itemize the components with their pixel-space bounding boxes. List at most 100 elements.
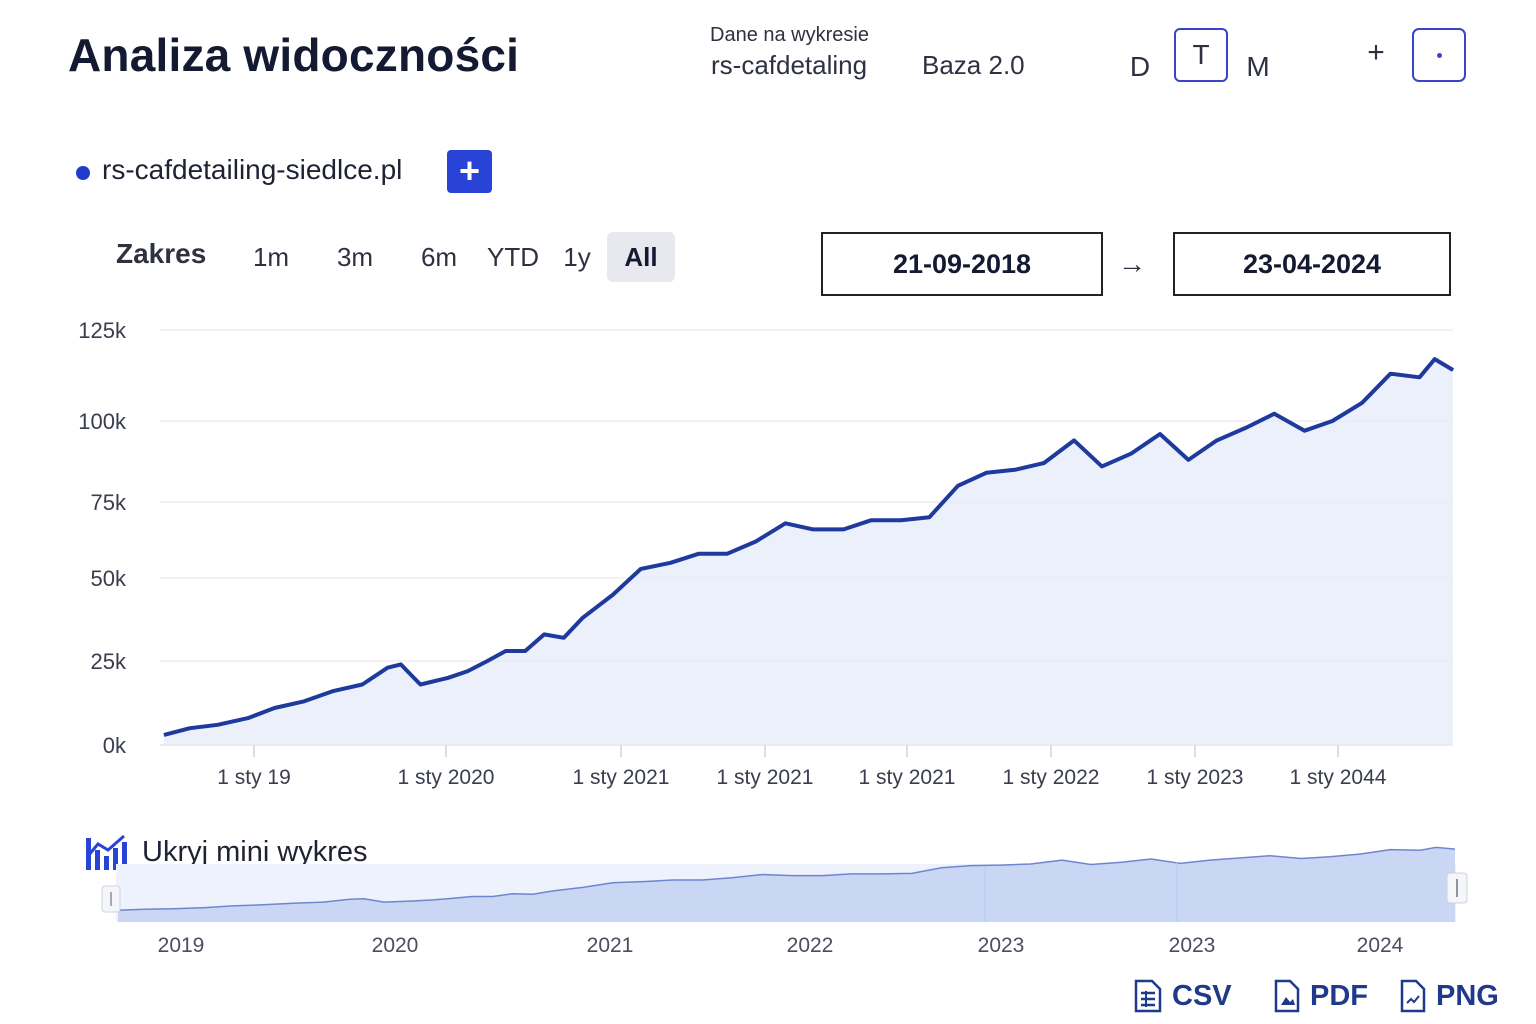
- date-range-arrow: →: [1118, 248, 1146, 279]
- data-point: [563, 637, 565, 639]
- export-png-label: PNG: [1436, 979, 1499, 1012]
- data-point: [1304, 430, 1306, 432]
- options-button[interactable]: [1412, 28, 1466, 82]
- period-week-button[interactable]: T: [1174, 28, 1228, 82]
- data-point: [726, 553, 728, 555]
- range-1m-button[interactable]: 1m: [252, 241, 290, 272]
- data-point: [1434, 358, 1436, 360]
- data-point: [812, 528, 814, 530]
- x-tick-label: 1 sty 2020: [398, 766, 495, 789]
- mini-year-label: 2020: [372, 934, 419, 957]
- data-point: [361, 684, 363, 685]
- mini-year-label: 2022: [787, 934, 834, 957]
- data-point: [1101, 465, 1103, 467]
- x-tick-label: 1 sty 2022: [1003, 766, 1100, 789]
- period-day-button[interactable]: D: [1129, 51, 1151, 82]
- data-point: [217, 724, 219, 726]
- data-point: [985, 472, 987, 474]
- series-points: [163, 358, 1454, 736]
- y-tick-label: 100k: [78, 409, 127, 434]
- mini-year-label: 2021: [587, 934, 634, 957]
- data-point: [1131, 452, 1132, 454]
- data-point: [1331, 420, 1333, 422]
- data-point: [400, 663, 402, 665]
- add-domain-button[interactable]: +: [447, 150, 492, 193]
- mini-year-label: 2019: [158, 934, 205, 957]
- data-point: [1361, 402, 1363, 404]
- data-point: [505, 650, 507, 652]
- x-tick-label: 1 sty 19: [217, 766, 291, 789]
- mini-chart-background: [116, 864, 1456, 922]
- x-tick-label: 1 sty 2021: [859, 766, 956, 789]
- data-point: [1073, 439, 1075, 441]
- range-all-button[interactable]: All: [607, 232, 675, 282]
- data-point: [957, 485, 959, 487]
- data-point: [784, 522, 786, 524]
- png-file-icon: [1400, 979, 1426, 1013]
- data-point: [247, 717, 249, 719]
- y-tick-label: 0k: [103, 733, 127, 758]
- range-6m-button[interactable]: 6m: [420, 241, 458, 272]
- data-point: [1452, 369, 1454, 371]
- y-axis: 0k 25k 50k 75k 100k 125k: [78, 318, 127, 758]
- range-ytd-button[interactable]: YTD: [487, 241, 539, 272]
- hide-mini-chart-button[interactable]: Ukryj mini wykres: [142, 836, 368, 868]
- page-title: Analiza widoczności: [68, 29, 520, 81]
- data-point: [1187, 459, 1189, 461]
- data-point: [447, 677, 449, 679]
- data-point: [1216, 439, 1218, 441]
- dataset-caption: Dane na wykresie: [710, 24, 869, 46]
- data-point: [1015, 469, 1017, 471]
- series-legend-label: rs-cafdetailing-siedlce.pl: [102, 154, 403, 185]
- mini-handle-left[interactable]: [101, 885, 121, 913]
- series-line: [163, 357, 1455, 737]
- data-point: [1419, 376, 1420, 378]
- data-point: [900, 519, 902, 521]
- export-pdf-button[interactable]: PDF: [1272, 976, 1368, 1016]
- range-label: Zakres: [116, 238, 207, 269]
- data-point: [640, 568, 642, 570]
- data-point: [1043, 462, 1045, 464]
- csv-file-icon: [1134, 979, 1162, 1013]
- export-png-button[interactable]: PNG: [1398, 976, 1499, 1016]
- data-point: [870, 519, 872, 521]
- x-tick-label: 1 sty 2021: [573, 766, 670, 789]
- export-csv-button[interactable]: CSV: [1130, 976, 1232, 1016]
- bar-chart-icon[interactable]: [84, 832, 128, 872]
- series-color-dot: [76, 166, 90, 180]
- export-pdf-label: PDF: [1310, 979, 1368, 1012]
- data-point: [543, 633, 545, 635]
- data-point: [1246, 427, 1247, 428]
- add-comparison-button[interactable]: +: [1367, 36, 1385, 69]
- data-point: [612, 594, 614, 596]
- data-point: [189, 727, 191, 729]
- period-month-button[interactable]: M: [1246, 51, 1270, 82]
- x-tick-label: 1 sty 2023: [1147, 766, 1244, 789]
- y-tick-label: 125k: [78, 318, 127, 343]
- export-csv-label: CSV: [1172, 979, 1232, 1012]
- x-axis: 1 sty 19 1 sty 2020 1 sty 2021 1 sty 2021 1 …: [217, 745, 1387, 789]
- mini-x-axis: 2019 2020 2021 2022 2023 2023 2024: [158, 934, 1404, 957]
- range-3m-button[interactable]: 3m: [336, 241, 374, 272]
- data-point: [387, 667, 389, 669]
- data-point: [698, 553, 700, 555]
- x-tick-label: 1 sty 2044: [1290, 766, 1387, 789]
- data-point: [419, 684, 421, 685]
- dataset-domain-select[interactable]: rs-cafdetaling: [711, 50, 868, 80]
- x-tick-label: 1 sty 2021: [717, 766, 814, 789]
- range-1y-button[interactable]: 1y: [563, 241, 591, 272]
- date-to-input[interactable]: 23-04-2024: [1173, 232, 1451, 296]
- y-tick-label: 50k: [91, 566, 127, 591]
- mini-year-label: 2023: [978, 934, 1025, 957]
- data-point: [274, 707, 275, 709]
- dataset-base-select[interactable]: Baza 2.0: [922, 50, 1025, 80]
- data-point: [843, 528, 845, 530]
- data-point: [1273, 413, 1275, 415]
- y-tick-label: 75k: [91, 490, 127, 515]
- data-point: [467, 670, 469, 672]
- date-from-input[interactable]: 21-09-2018: [821, 232, 1103, 296]
- mini-year-label: 2023: [1169, 934, 1216, 957]
- data-point: [486, 660, 488, 662]
- mini-handle-right[interactable]: [1446, 872, 1468, 904]
